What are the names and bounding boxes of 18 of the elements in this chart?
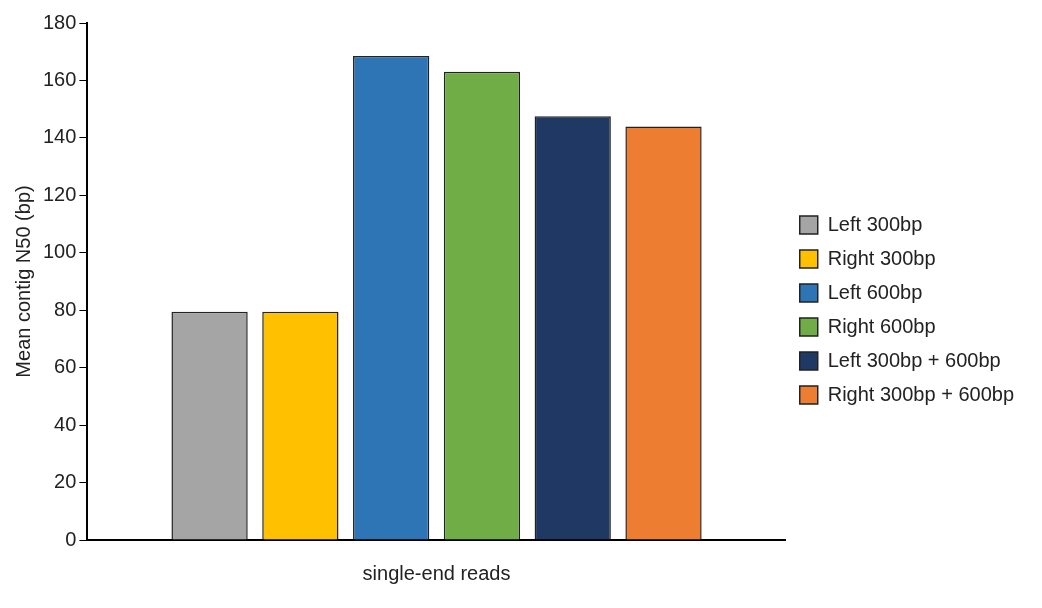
y-tick-label: 120 [42, 182, 77, 205]
y-tick-label: 20 [54, 470, 77, 493]
legend-label: Right 600bp [827, 314, 936, 337]
y-tick-label: 0 [65, 527, 77, 550]
x-tick-label: single-end reads [362, 561, 511, 584]
legend-label: Left 600bp [827, 280, 923, 303]
legend-label: Left 300bp + 600bp [827, 348, 1001, 371]
legend-label: Left 300bp [827, 212, 923, 235]
legend-label: Right 300bp + 600bp [827, 382, 1015, 405]
y-tick-label: 40 [54, 412, 77, 435]
legend-label: Right 300bp [827, 246, 936, 269]
y-tick-label: 180 [42, 10, 77, 33]
y-tick-label: 160 [42, 67, 77, 90]
y-tick-label: 140 [42, 125, 77, 148]
y-tick-label: 100 [42, 240, 77, 263]
y-tick-label: 60 [54, 355, 77, 378]
y-axis-title: Mean contig N50 (bp) [11, 185, 34, 378]
y-tick-label: 80 [54, 297, 77, 320]
